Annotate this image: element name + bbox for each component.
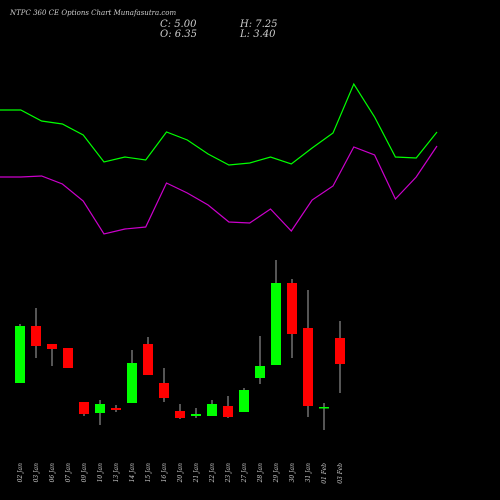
x-tick-label: 29 Jan bbox=[273, 463, 280, 484]
candle-body bbox=[191, 414, 201, 416]
info-open: O: 6.35 bbox=[160, 29, 197, 40]
x-tick-label: 01 Feb bbox=[321, 463, 328, 484]
x-tick-label: 03 Jan bbox=[33, 463, 40, 483]
x-tick-label: 14 Jan bbox=[129, 463, 136, 483]
x-tick-label: 21 Jan bbox=[193, 463, 200, 484]
info-close: C: 5.00 bbox=[160, 19, 197, 30]
candle-body bbox=[111, 408, 121, 410]
info-low: L: 3.40 bbox=[239, 29, 276, 40]
x-tick-label: 20 Jan bbox=[177, 463, 184, 484]
candle-body bbox=[175, 411, 185, 418]
x-tick-label: 13 Jan bbox=[113, 463, 120, 483]
candle-body bbox=[271, 283, 281, 365]
x-tick-label: 09 Jan bbox=[81, 463, 88, 483]
candle-body bbox=[127, 363, 137, 403]
x-tick-label: 07 Jan bbox=[65, 463, 72, 483]
candle-body bbox=[47, 344, 57, 349]
chart-title: NTPC 360 CE Options Chart Munafasutra.co… bbox=[9, 9, 177, 17]
candle-body bbox=[15, 326, 25, 383]
candle-body bbox=[335, 338, 345, 364]
candle-body bbox=[95, 404, 105, 413]
indicator-line bbox=[0, 145, 438, 235]
candle-body bbox=[79, 402, 89, 414]
x-tick-label: 15 Jan bbox=[145, 463, 152, 483]
candle-body bbox=[31, 326, 41, 346]
x-tick-label: 23 Jan bbox=[225, 463, 232, 484]
info-high: H: 7.25 bbox=[239, 19, 278, 30]
x-tick-label: 31 Jan bbox=[305, 463, 312, 483]
x-tick-label: 10 Jan bbox=[97, 463, 104, 483]
candle-body bbox=[159, 383, 169, 398]
x-tick-label: 16 Jan bbox=[161, 463, 168, 483]
x-tick-label: 27 Jan bbox=[241, 463, 248, 484]
x-tick-label: 03 Feb bbox=[337, 463, 344, 484]
candle-body bbox=[255, 366, 265, 378]
x-tick-label: 06 Jan bbox=[49, 463, 56, 483]
candle-body bbox=[287, 283, 297, 334]
candle-body bbox=[207, 404, 217, 416]
x-tick-label: 02 Jan bbox=[17, 463, 24, 483]
indicator-line bbox=[0, 82, 438, 166]
candle-body bbox=[239, 390, 249, 412]
candle-body bbox=[319, 407, 329, 409]
candle-body bbox=[143, 344, 153, 375]
candle-body bbox=[303, 328, 313, 406]
candle-body bbox=[223, 406, 233, 417]
x-tick-label: 30 Jan bbox=[289, 463, 296, 483]
x-tick-label: 28 Jan bbox=[257, 463, 264, 484]
candle-body bbox=[63, 348, 73, 368]
x-tick-label: 22 Jan bbox=[209, 463, 216, 484]
